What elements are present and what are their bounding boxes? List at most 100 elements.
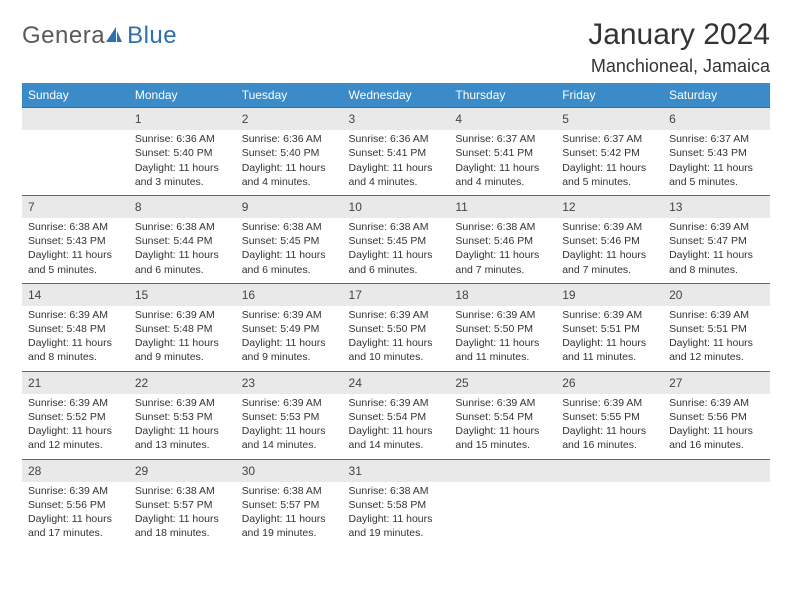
daylight-text: Daylight: 11 hours	[135, 336, 230, 350]
daylight-text: Daylight: 11 hours	[349, 512, 444, 526]
daylight-text: Daylight: 11 hours	[455, 161, 550, 175]
day-cell: 3Sunrise: 6:36 AMSunset: 5:41 PMDaylight…	[343, 108, 450, 196]
day-cell: 15Sunrise: 6:39 AMSunset: 5:48 PMDayligh…	[129, 283, 236, 371]
daylight-text: and 15 minutes.	[455, 438, 550, 452]
sunset-text: Sunset: 5:50 PM	[455, 322, 550, 336]
daylight-text: Daylight: 11 hours	[562, 424, 657, 438]
daylight-text: Daylight: 11 hours	[455, 424, 550, 438]
sunset-text: Sunset: 5:43 PM	[669, 146, 764, 160]
daylight-text: Daylight: 11 hours	[242, 248, 337, 262]
day-body: Sunrise: 6:38 AMSunset: 5:46 PMDaylight:…	[449, 218, 556, 283]
day-body: Sunrise: 6:38 AMSunset: 5:44 PMDaylight:…	[129, 218, 236, 283]
daylight-text: Daylight: 11 hours	[135, 512, 230, 526]
daylight-text: and 6 minutes.	[135, 263, 230, 277]
daylight-text: and 17 minutes.	[28, 526, 123, 540]
sunset-text: Sunset: 5:41 PM	[349, 146, 444, 160]
day-number: 3	[343, 108, 450, 130]
sunset-text: Sunset: 5:53 PM	[242, 410, 337, 424]
day-number: 26	[556, 372, 663, 394]
day-cell: 6Sunrise: 6:37 AMSunset: 5:43 PMDaylight…	[663, 108, 770, 196]
sunrise-text: Sunrise: 6:39 AM	[135, 396, 230, 410]
sunset-text: Sunset: 5:43 PM	[28, 234, 123, 248]
day-number: 25	[449, 372, 556, 394]
sunrise-text: Sunrise: 6:38 AM	[349, 484, 444, 498]
daylight-text: Daylight: 11 hours	[562, 161, 657, 175]
day-header-row: SundayMondayTuesdayWednesdayThursdayFrid…	[22, 83, 770, 108]
sunrise-text: Sunrise: 6:39 AM	[669, 220, 764, 234]
day-cell	[449, 459, 556, 546]
day-cell: 12Sunrise: 6:39 AMSunset: 5:46 PMDayligh…	[556, 195, 663, 283]
day-cell: 2Sunrise: 6:36 AMSunset: 5:40 PMDaylight…	[236, 108, 343, 196]
sunrise-text: Sunrise: 6:39 AM	[28, 308, 123, 322]
week-row: 21Sunrise: 6:39 AMSunset: 5:52 PMDayligh…	[22, 371, 770, 459]
daylight-text: Daylight: 11 hours	[28, 512, 123, 526]
daylight-text: and 9 minutes.	[242, 350, 337, 364]
day-cell: 22Sunrise: 6:39 AMSunset: 5:53 PMDayligh…	[129, 371, 236, 459]
day-number: 31	[343, 460, 450, 482]
day-body: Sunrise: 6:39 AMSunset: 5:49 PMDaylight:…	[236, 306, 343, 371]
day-body: Sunrise: 6:38 AMSunset: 5:58 PMDaylight:…	[343, 482, 450, 547]
week-row: 14Sunrise: 6:39 AMSunset: 5:48 PMDayligh…	[22, 283, 770, 371]
day-number: 30	[236, 460, 343, 482]
daylight-text: and 16 minutes.	[562, 438, 657, 452]
sunrise-text: Sunrise: 6:39 AM	[669, 396, 764, 410]
day-number: 6	[663, 108, 770, 130]
daylight-text: and 12 minutes.	[669, 350, 764, 364]
day-cell: 21Sunrise: 6:39 AMSunset: 5:52 PMDayligh…	[22, 371, 129, 459]
day-cell: 23Sunrise: 6:39 AMSunset: 5:53 PMDayligh…	[236, 371, 343, 459]
sunset-text: Sunset: 5:51 PM	[669, 322, 764, 336]
daylight-text: and 16 minutes.	[669, 438, 764, 452]
daylight-text: and 7 minutes.	[455, 263, 550, 277]
day-number: 15	[129, 284, 236, 306]
day-number: 16	[236, 284, 343, 306]
sunrise-text: Sunrise: 6:37 AM	[669, 132, 764, 146]
day-cell: 5Sunrise: 6:37 AMSunset: 5:42 PMDaylight…	[556, 108, 663, 196]
daylight-text: Daylight: 11 hours	[349, 161, 444, 175]
daylight-text: and 6 minutes.	[349, 263, 444, 277]
day-number: 21	[22, 372, 129, 394]
title-block: January 2024 Manchioneal, Jamaica	[588, 18, 770, 77]
sunset-text: Sunset: 5:52 PM	[28, 410, 123, 424]
day-cell: 4Sunrise: 6:37 AMSunset: 5:41 PMDaylight…	[449, 108, 556, 196]
sunset-text: Sunset: 5:56 PM	[28, 498, 123, 512]
sunrise-text: Sunrise: 6:37 AM	[455, 132, 550, 146]
day-body: Sunrise: 6:36 AMSunset: 5:40 PMDaylight:…	[236, 130, 343, 195]
day-header-saturday: Saturday	[663, 83, 770, 108]
day-number: 23	[236, 372, 343, 394]
daylight-text: Daylight: 11 hours	[562, 248, 657, 262]
day-body: Sunrise: 6:39 AMSunset: 5:55 PMDaylight:…	[556, 394, 663, 459]
daylight-text: and 13 minutes.	[135, 438, 230, 452]
sunset-text: Sunset: 5:46 PM	[455, 234, 550, 248]
sunrise-text: Sunrise: 6:38 AM	[349, 220, 444, 234]
day-cell	[556, 459, 663, 546]
daylight-text: and 19 minutes.	[349, 526, 444, 540]
day-number: 27	[663, 372, 770, 394]
day-number: 17	[343, 284, 450, 306]
day-body: Sunrise: 6:39 AMSunset: 5:53 PMDaylight:…	[236, 394, 343, 459]
day-body: Sunrise: 6:39 AMSunset: 5:52 PMDaylight:…	[22, 394, 129, 459]
day-cell: 14Sunrise: 6:39 AMSunset: 5:48 PMDayligh…	[22, 283, 129, 371]
month-title: January 2024	[588, 18, 770, 52]
day-cell: 9Sunrise: 6:38 AMSunset: 5:45 PMDaylight…	[236, 195, 343, 283]
day-number: 12	[556, 196, 663, 218]
day-body	[449, 482, 556, 544]
sunrise-text: Sunrise: 6:38 AM	[242, 220, 337, 234]
day-number: 29	[129, 460, 236, 482]
day-body: Sunrise: 6:39 AMSunset: 5:54 PMDaylight:…	[449, 394, 556, 459]
day-cell: 29Sunrise: 6:38 AMSunset: 5:57 PMDayligh…	[129, 459, 236, 546]
day-cell: 31Sunrise: 6:38 AMSunset: 5:58 PMDayligh…	[343, 459, 450, 546]
day-header-friday: Friday	[556, 83, 663, 108]
daylight-text: and 11 minutes.	[562, 350, 657, 364]
day-header-monday: Monday	[129, 83, 236, 108]
sunrise-text: Sunrise: 6:39 AM	[28, 396, 123, 410]
day-body: Sunrise: 6:39 AMSunset: 5:56 PMDaylight:…	[663, 394, 770, 459]
sunset-text: Sunset: 5:42 PM	[562, 146, 657, 160]
sunrise-text: Sunrise: 6:39 AM	[669, 308, 764, 322]
daylight-text: and 7 minutes.	[562, 263, 657, 277]
day-number: 2	[236, 108, 343, 130]
sunset-text: Sunset: 5:49 PM	[242, 322, 337, 336]
logo: Genera Blue	[22, 22, 177, 50]
sunset-text: Sunset: 5:45 PM	[242, 234, 337, 248]
week-row: 7Sunrise: 6:38 AMSunset: 5:43 PMDaylight…	[22, 195, 770, 283]
day-body	[556, 482, 663, 544]
